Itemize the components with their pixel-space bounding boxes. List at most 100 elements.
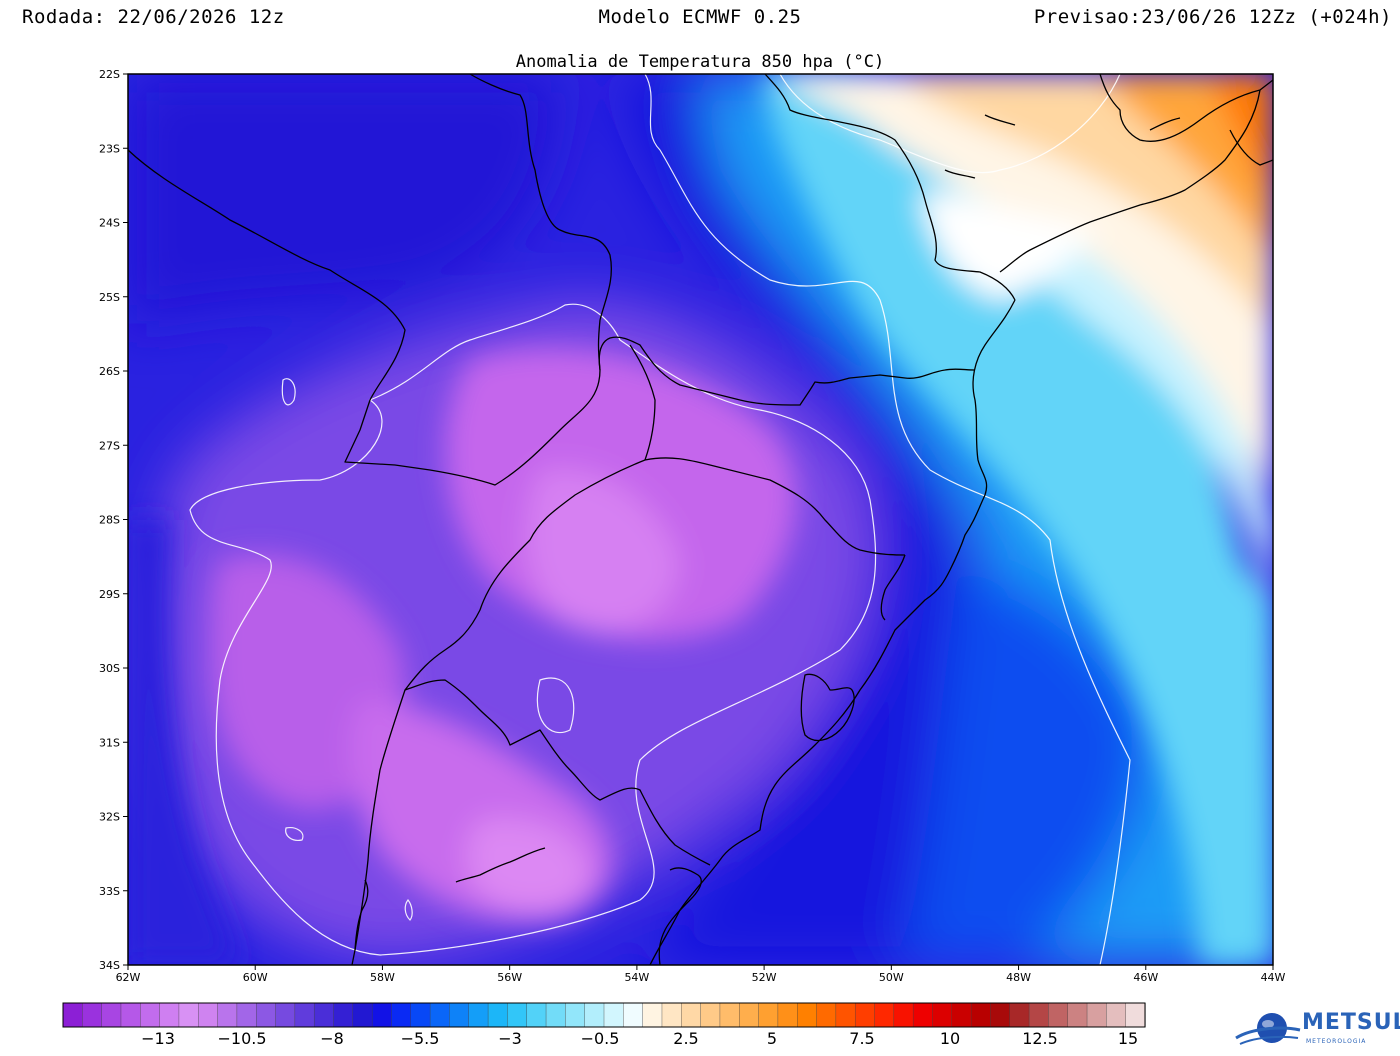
colorbar-swatch (565, 1002, 586, 1028)
map-title: Anomalia de Temperatura 850 hpa (°C) (515, 52, 885, 72)
colorbar-label: −10.5 (217, 1029, 266, 1048)
colorbar-swatch (313, 1002, 335, 1028)
colorbar-label: 15 (1118, 1029, 1138, 1048)
colorbar-swatch (294, 1002, 315, 1028)
political-borders (127, 73, 1274, 966)
colorbar-swatch (391, 1002, 412, 1028)
colorbar-label: −0.5 (581, 1029, 620, 1048)
globe-icon (1235, 1013, 1301, 1045)
logo-name: METSUL (1302, 1010, 1400, 1035)
colorbar-swatch (1067, 1002, 1088, 1028)
colorbar-swatch (256, 1002, 277, 1028)
colorbar-swatch (1086, 1002, 1107, 1028)
colorbar-swatch (777, 1002, 798, 1028)
colorbar-swatch (1106, 1002, 1127, 1028)
colorbar-swatch (1028, 1002, 1049, 1028)
colorbar-swatch (101, 1002, 122, 1028)
colorbar-swatch (468, 1002, 489, 1028)
colorbar-swatch (371, 1002, 393, 1028)
colorbar-swatch (1048, 1002, 1069, 1028)
colorbar-label: 5 (767, 1029, 777, 1048)
colorbar-swatch (623, 1002, 644, 1028)
colorbar-swatch (681, 1002, 702, 1028)
colorbar-swatch (970, 1002, 992, 1028)
metsul-logo: METSUL METEOROLOGIA (1232, 1008, 1400, 1052)
colorbar-label: −8 (320, 1029, 344, 1048)
lat-tick-label: 26S (99, 365, 120, 378)
colorbar-swatch (352, 1002, 373, 1028)
colorbar-swatch (62, 1002, 83, 1028)
run-label: Rodada: 22/06/2026 12z (22, 6, 285, 28)
colorbar-swatch (797, 1002, 818, 1028)
colorbar-label: −3 (498, 1029, 522, 1048)
colorbar-swatch (140, 1002, 161, 1028)
colorbar-swatch (642, 1002, 663, 1028)
lon-tick-label: 58W (370, 971, 395, 984)
lat-tick-label: 24S (99, 217, 120, 230)
colorbar-swatch (603, 1002, 624, 1028)
lon-tick-label: 46W (1133, 971, 1158, 984)
lat-tick-label: 25S (99, 291, 120, 304)
colorbar-swatch (854, 1002, 876, 1028)
lon-tick-label: 60W (243, 971, 268, 984)
lat-tick-label: 31S (99, 736, 120, 749)
lon-tick-label: 52W (752, 971, 777, 984)
lon-tick-label: 48W (1006, 971, 1031, 984)
colorbar-swatch (874, 1002, 895, 1028)
colorbar-swatch (82, 1002, 103, 1028)
colorbar-swatch (1009, 1002, 1030, 1028)
colorbar-swatch (1125, 1002, 1146, 1028)
longitude-ticks: 62W 60W 58W 56W 54W 52W 50W 48W 46W 44W (116, 965, 1286, 984)
colorbar-swatch (719, 1002, 740, 1028)
lat-tick-label: 32S (99, 811, 120, 824)
colorbar-swatch (526, 1002, 547, 1028)
lat-tick-label: 27S (99, 439, 120, 452)
colorbar-swatch (198, 1002, 219, 1028)
colorbar-swatch (951, 1002, 972, 1028)
colorbar-swatch (835, 1002, 856, 1028)
colorbar-label: 12.5 (1022, 1029, 1058, 1048)
colorbar-swatch (912, 1002, 934, 1028)
colorbar-swatch (217, 1002, 238, 1028)
colorbar-swatch (410, 1002, 431, 1028)
lat-tick-label: 29S (99, 588, 120, 601)
lon-tick-label: 54W (624, 971, 649, 984)
colorbar-swatch (990, 1002, 1011, 1028)
lon-tick-label: 62W (116, 971, 141, 984)
lon-tick-label: 44W (1261, 971, 1286, 984)
colorbar-frame (62, 1002, 1146, 1028)
logo-tagline: METEOROLOGIA (1306, 1038, 1367, 1045)
lon-tick-label: 50W (879, 971, 904, 984)
colorbar-swatch (739, 1002, 760, 1028)
colorbar-swatch (449, 1002, 470, 1028)
forecast-label: Previsao:23/06/26 12Zz (+024h) (1033, 6, 1392, 28)
colorbar-swatch (893, 1002, 914, 1028)
colorbar-label: 7.5 (849, 1029, 874, 1048)
colorbar-swatch (700, 1002, 721, 1028)
lat-tick-label: 22S (99, 68, 120, 81)
colorbar (62, 1002, 1146, 1028)
colorbar-swatch (236, 1002, 257, 1028)
colorbar-swatch (429, 1002, 451, 1028)
colorbar-swatch (932, 1002, 953, 1028)
colorbar-swatch (178, 1002, 199, 1028)
anomaly-field (128, 74, 1273, 965)
lat-tick-label: 33S (99, 885, 120, 898)
colorbar-swatch (584, 1002, 605, 1028)
colorbar-swatch (275, 1002, 296, 1028)
lat-tick-label: 28S (99, 514, 120, 527)
colorbar-swatch (758, 1002, 779, 1028)
anomaly-contours (189, 73, 1131, 966)
colorbar-swatch (159, 1002, 180, 1028)
lat-tick-label: 23S (99, 142, 120, 155)
colorbar-label: 2.5 (673, 1029, 698, 1048)
colorbar-swatch (333, 1002, 354, 1028)
lon-tick-label: 56W (497, 971, 522, 984)
colorbar-labels: −13 −10.5 −8 −5.5 −3 −0.5 2.5 5 7.5 10 12.5 15 (141, 1029, 1138, 1048)
model-label: Modelo ECMWF 0.25 (598, 6, 802, 28)
lat-tick-label: 34S (99, 959, 120, 972)
latitude-ticks: 22S 23S 24S 25S 26S 27S 28S 29S 30S 31S 32S 33S 34S (99, 68, 128, 972)
colorbar-swatch (816, 1002, 837, 1028)
colorbar-swatch (120, 1002, 141, 1028)
